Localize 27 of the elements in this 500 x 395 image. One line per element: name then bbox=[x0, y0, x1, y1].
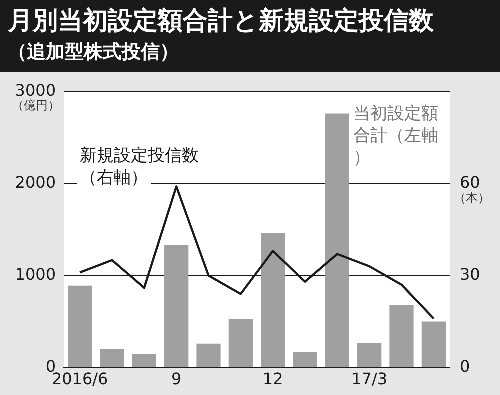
y2-tick-label: 60 bbox=[460, 172, 480, 192]
y-axis-title: （億円） bbox=[12, 98, 60, 113]
bar bbox=[164, 245, 189, 368]
bar bbox=[228, 319, 253, 368]
x-tick-label: 9 bbox=[171, 370, 182, 389]
y2-tick-label: 0 bbox=[460, 356, 470, 376]
chart-subtitle: （追加型株式投信） bbox=[8, 40, 180, 65]
y2-axis-title: （本） bbox=[454, 190, 490, 205]
bar bbox=[261, 233, 286, 368]
bar bbox=[358, 342, 382, 368]
bar bbox=[132, 354, 156, 368]
bar bbox=[325, 114, 350, 368]
series-label: 当初設定額合計（左軸） bbox=[353, 104, 438, 168]
bar bbox=[390, 305, 414, 368]
bar bbox=[422, 322, 446, 368]
x-tick-label: 12 bbox=[262, 370, 284, 389]
bar bbox=[196, 344, 221, 368]
chart-title: 月別当初設定額合計と新規設定投信数 bbox=[8, 5, 435, 37]
y-tick-label: 2000 bbox=[15, 172, 56, 192]
x-tick-label: 17/3 bbox=[352, 370, 388, 389]
y2-tick-label: 30 bbox=[460, 264, 480, 284]
bar bbox=[100, 349, 124, 368]
bar bbox=[293, 352, 318, 368]
bar bbox=[68, 286, 92, 368]
series-label: 新規設定投信数（右軸） bbox=[80, 146, 200, 188]
y-tick-label: 1000 bbox=[15, 264, 56, 284]
y-tick-label: 3000 bbox=[15, 80, 56, 100]
